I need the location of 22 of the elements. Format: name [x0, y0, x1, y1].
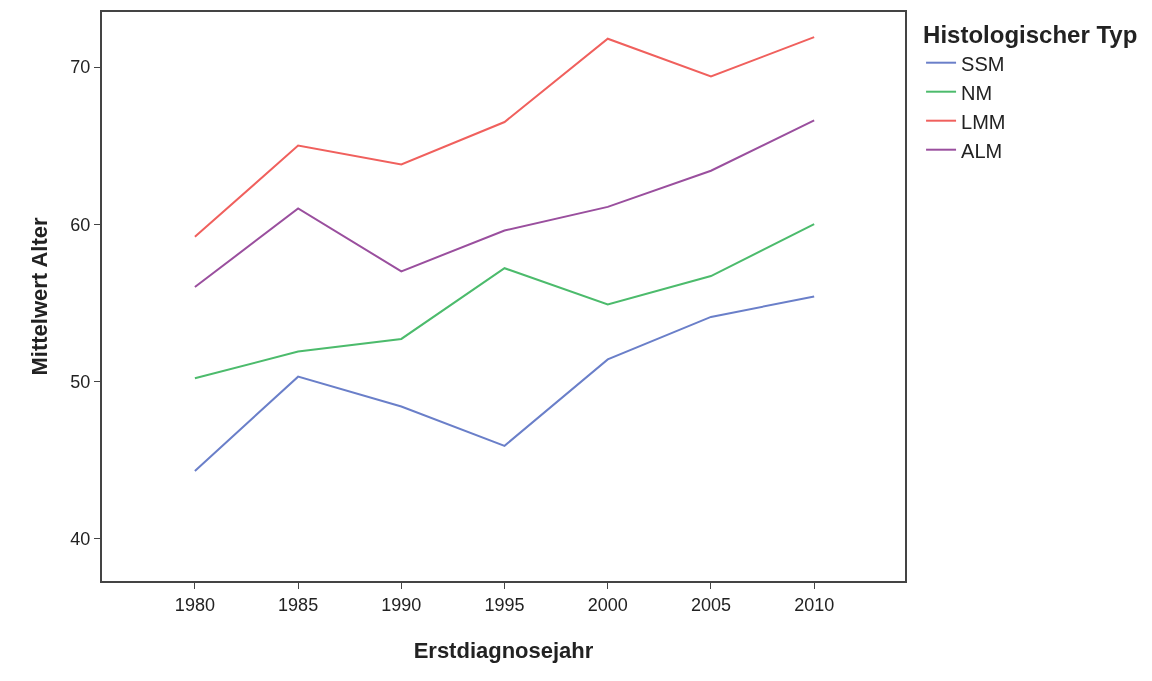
- line-series: [193, 36, 816, 238]
- legend-label: NM: [961, 81, 993, 104]
- x-axis-title: Erstdiagnosejahr: [413, 638, 594, 663]
- legend-label: LMM: [961, 110, 1006, 133]
- y-tick-label: 50: [70, 371, 91, 392]
- x-tick-label: 1980: [174, 594, 215, 615]
- x-tick-label: 2010: [794, 594, 835, 615]
- y-tick-label: 70: [70, 57, 91, 78]
- legend-title: Histologischer Typ: [923, 21, 1138, 49]
- x-tick-label: 1985: [278, 594, 319, 615]
- x-tick-label: 2000: [587, 594, 628, 615]
- legend-label: SSM: [961, 52, 1005, 75]
- line-series: [193, 295, 816, 472]
- y-tick-label: 60: [70, 214, 91, 235]
- y-tick-label: 40: [70, 528, 91, 549]
- line-series: [193, 119, 816, 289]
- line-series: [193, 223, 816, 380]
- legend-label: ALM: [961, 139, 1003, 162]
- x-tick-label: 2005: [690, 594, 731, 615]
- y-axis-title: Mittelwert Alter: [27, 217, 52, 376]
- x-tick-label: 1990: [381, 594, 422, 615]
- x-tick-label: 1995: [484, 594, 525, 615]
